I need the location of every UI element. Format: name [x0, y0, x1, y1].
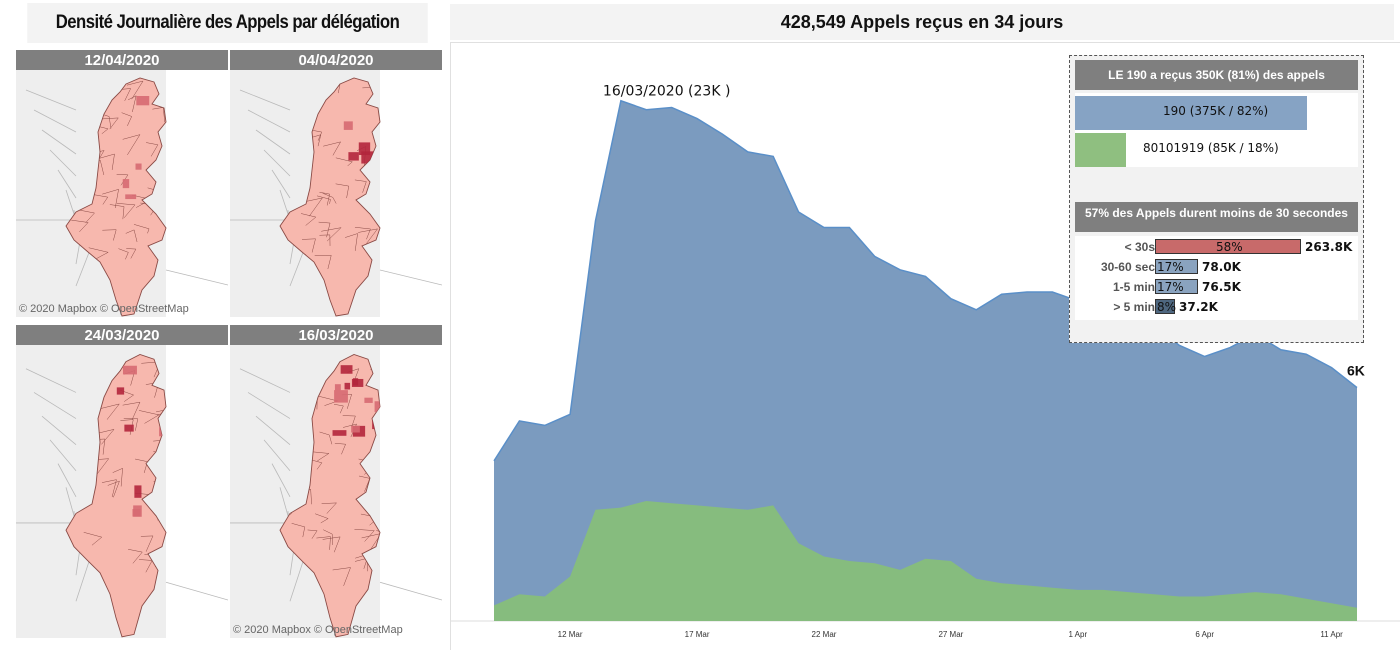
map-panel-4[interactable]: 16/03/2020 © 2020 Mapbox © OpenStreetMap	[230, 325, 442, 638]
hotspots	[122, 95, 150, 200]
duration-value: 78.0K	[1202, 260, 1241, 274]
tunisia-map-1[interactable]	[16, 70, 228, 317]
map-panel-3[interactable]: 24/03/2020	[16, 325, 228, 638]
x-tick-label: 12 Mar	[558, 630, 583, 639]
sea	[166, 345, 228, 638]
peak-annotation: 16/03/2020 (23K )	[603, 83, 731, 99]
lines-header: LE 190 a reçus 350K (81%) des appels	[1075, 60, 1358, 90]
tunisia-outline	[65, 77, 167, 317]
map-panel-2[interactable]: 04/04/2020	[230, 50, 442, 317]
tunisia-outline	[65, 354, 167, 638]
duration-bar	[1155, 239, 1301, 254]
tunisia-outline	[279, 77, 381, 317]
duration-pct: 58%	[1216, 240, 1243, 254]
map-date-4: 16/03/2020	[230, 325, 442, 345]
tunisia-outline	[279, 354, 381, 638]
sea	[166, 70, 228, 317]
duration-row[interactable]: 1-5 min 17% 76.5K	[1075, 278, 1358, 296]
map-date-2: 04/04/2020	[230, 50, 442, 70]
duration-name: 1-5 min	[1112, 280, 1155, 294]
hotspots	[343, 121, 374, 164]
duration-name: 30-60 sec	[1100, 260, 1155, 274]
duration-pct: 8%	[1157, 300, 1177, 314]
series-190-line	[493, 99, 1358, 462]
line-label-190: 190 (375K / 82%)	[1163, 104, 1269, 118]
duration-row[interactable]: > 5 min 8% 37.2K	[1075, 298, 1358, 316]
sea	[380, 345, 442, 638]
tunisia-map-2[interactable]	[230, 70, 442, 317]
line-label-80101919: 80101919 (85K / 18%)	[1143, 141, 1279, 155]
summary-panel: LE 190 a reçus 350K (81%) des appels 190…	[1069, 55, 1364, 343]
tunisia-map-4[interactable]	[230, 345, 442, 638]
duration-row[interactable]: < 30s 58% 263.8K	[1075, 238, 1358, 256]
duration-value: 76.5K	[1202, 280, 1241, 294]
sea	[380, 70, 442, 317]
duration-bar	[1155, 259, 1198, 274]
x-tick-label: 22 Mar	[812, 630, 837, 639]
last-value-annotation: 6K	[1347, 363, 1365, 379]
x-tick-label: 11 Apr	[1320, 630, 1343, 639]
duration-name: < 30s	[1124, 240, 1155, 254]
duration-name: > 5 min	[1113, 300, 1155, 314]
duration-row[interactable]: 30-60 sec 17% 78.0K	[1075, 258, 1358, 276]
duration-bar	[1155, 299, 1175, 314]
map-attribution-1[interactable]: © 2020 Mapbox © OpenStreetMap	[19, 303, 189, 315]
duration-header: 57% des Appels durent moins de 30 second…	[1075, 202, 1358, 232]
x-tick-label: 6 Apr	[1195, 630, 1214, 639]
x-tick-label: 1 Apr	[1068, 630, 1087, 639]
x-tick-label: 27 Mar	[938, 630, 963, 639]
duration-pct: 17%	[1157, 280, 1184, 294]
series-80101919-area	[494, 501, 1357, 621]
map-panel-1[interactable]: 12/04/2020 © 2020 Mapbox © OpenStreetMap	[16, 50, 228, 317]
duration-value: 37.2K	[1179, 300, 1218, 314]
calls-chart: 12 Mar 17 Mar 22 Mar 27 Mar 1 Apr 6 Apr 11 Apr…	[450, 42, 1400, 650]
duration-pct: 17%	[1157, 260, 1184, 274]
maps-title: Densité Journalière des Appels par délég…	[27, 3, 428, 43]
map-attribution-4[interactable]: © 2020 Mapbox © OpenStreetMap	[233, 624, 403, 636]
map-date-1: 12/04/2020	[16, 50, 228, 70]
delegations	[71, 80, 166, 260]
duration-value: 263.8K	[1305, 240, 1353, 254]
lines-breakdown: 190 (375K / 82%) 80101919 (85K / 18%)	[1075, 93, 1358, 167]
total-calls-title: 428,549 Appels reçus en 34 jours	[450, 4, 1394, 40]
duration-breakdown: < 30s 58% 263.8K 30-60 sec 17% 78.0K 1-5…	[1075, 236, 1358, 320]
area-chart-svg[interactable]: 12 Mar 17 Mar 22 Mar 27 Mar 1 Apr 6 Apr 11 Apr…	[451, 43, 1400, 650]
line-bar-80101919[interactable]	[1075, 133, 1126, 167]
line-bar-190[interactable]	[1075, 96, 1307, 130]
tunisia-map-3[interactable]	[16, 345, 228, 638]
series-190-area	[494, 100, 1357, 622]
x-tick-label: 17 Mar	[685, 630, 710, 639]
duration-bar	[1155, 279, 1198, 294]
map-date-3: 24/03/2020	[16, 325, 228, 345]
map-grid: 12/04/2020 © 2020 Mapbox © OpenStreetMap…	[16, 50, 442, 638]
